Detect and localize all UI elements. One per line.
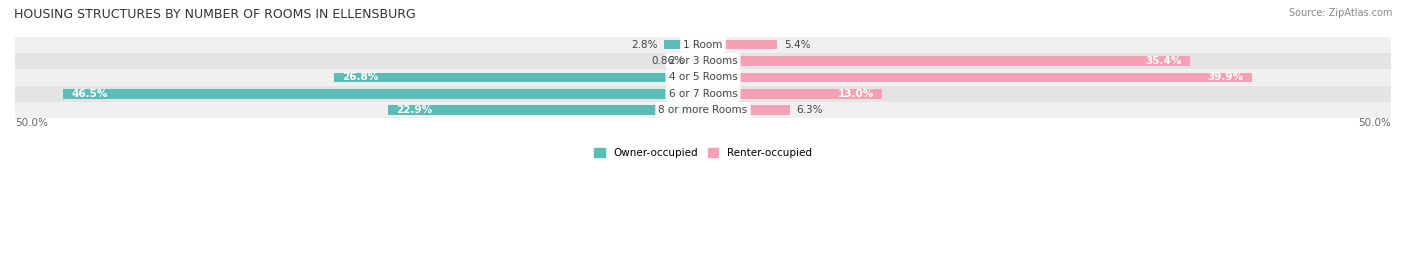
Bar: [388, 105, 703, 115]
Bar: [15, 37, 1391, 53]
Text: 39.9%: 39.9%: [1208, 72, 1244, 83]
Bar: [15, 102, 1391, 118]
Text: 8 or more Rooms: 8 or more Rooms: [658, 105, 748, 115]
Bar: [703, 73, 1251, 82]
Bar: [15, 69, 1391, 86]
Text: 35.4%: 35.4%: [1146, 56, 1182, 66]
Text: 46.5%: 46.5%: [72, 89, 108, 99]
Text: 50.0%: 50.0%: [15, 118, 48, 128]
Legend: Owner-occupied, Renter-occupied: Owner-occupied, Renter-occupied: [595, 148, 811, 158]
Text: 26.8%: 26.8%: [343, 72, 378, 83]
Text: 1 Room: 1 Room: [683, 40, 723, 50]
Bar: [703, 89, 882, 98]
Text: 2 or 3 Rooms: 2 or 3 Rooms: [669, 56, 737, 66]
Text: 50.0%: 50.0%: [1358, 118, 1391, 128]
Text: 2.8%: 2.8%: [631, 40, 658, 50]
Text: 22.9%: 22.9%: [396, 105, 432, 115]
Text: 13.0%: 13.0%: [838, 89, 873, 99]
Text: 5.4%: 5.4%: [785, 40, 811, 50]
Bar: [703, 56, 1189, 66]
Bar: [703, 40, 778, 49]
Text: 0.86%: 0.86%: [651, 56, 685, 66]
Text: 6 or 7 Rooms: 6 or 7 Rooms: [669, 89, 737, 99]
Bar: [703, 105, 790, 115]
Text: Source: ZipAtlas.com: Source: ZipAtlas.com: [1288, 8, 1392, 18]
Bar: [692, 56, 703, 66]
Text: 4 or 5 Rooms: 4 or 5 Rooms: [669, 72, 737, 83]
Bar: [63, 89, 703, 98]
Text: HOUSING STRUCTURES BY NUMBER OF ROOMS IN ELLENSBURG: HOUSING STRUCTURES BY NUMBER OF ROOMS IN…: [14, 8, 416, 21]
Text: 6.3%: 6.3%: [797, 105, 823, 115]
Bar: [335, 73, 703, 82]
Bar: [15, 86, 1391, 102]
Bar: [665, 40, 703, 49]
Bar: [15, 53, 1391, 69]
